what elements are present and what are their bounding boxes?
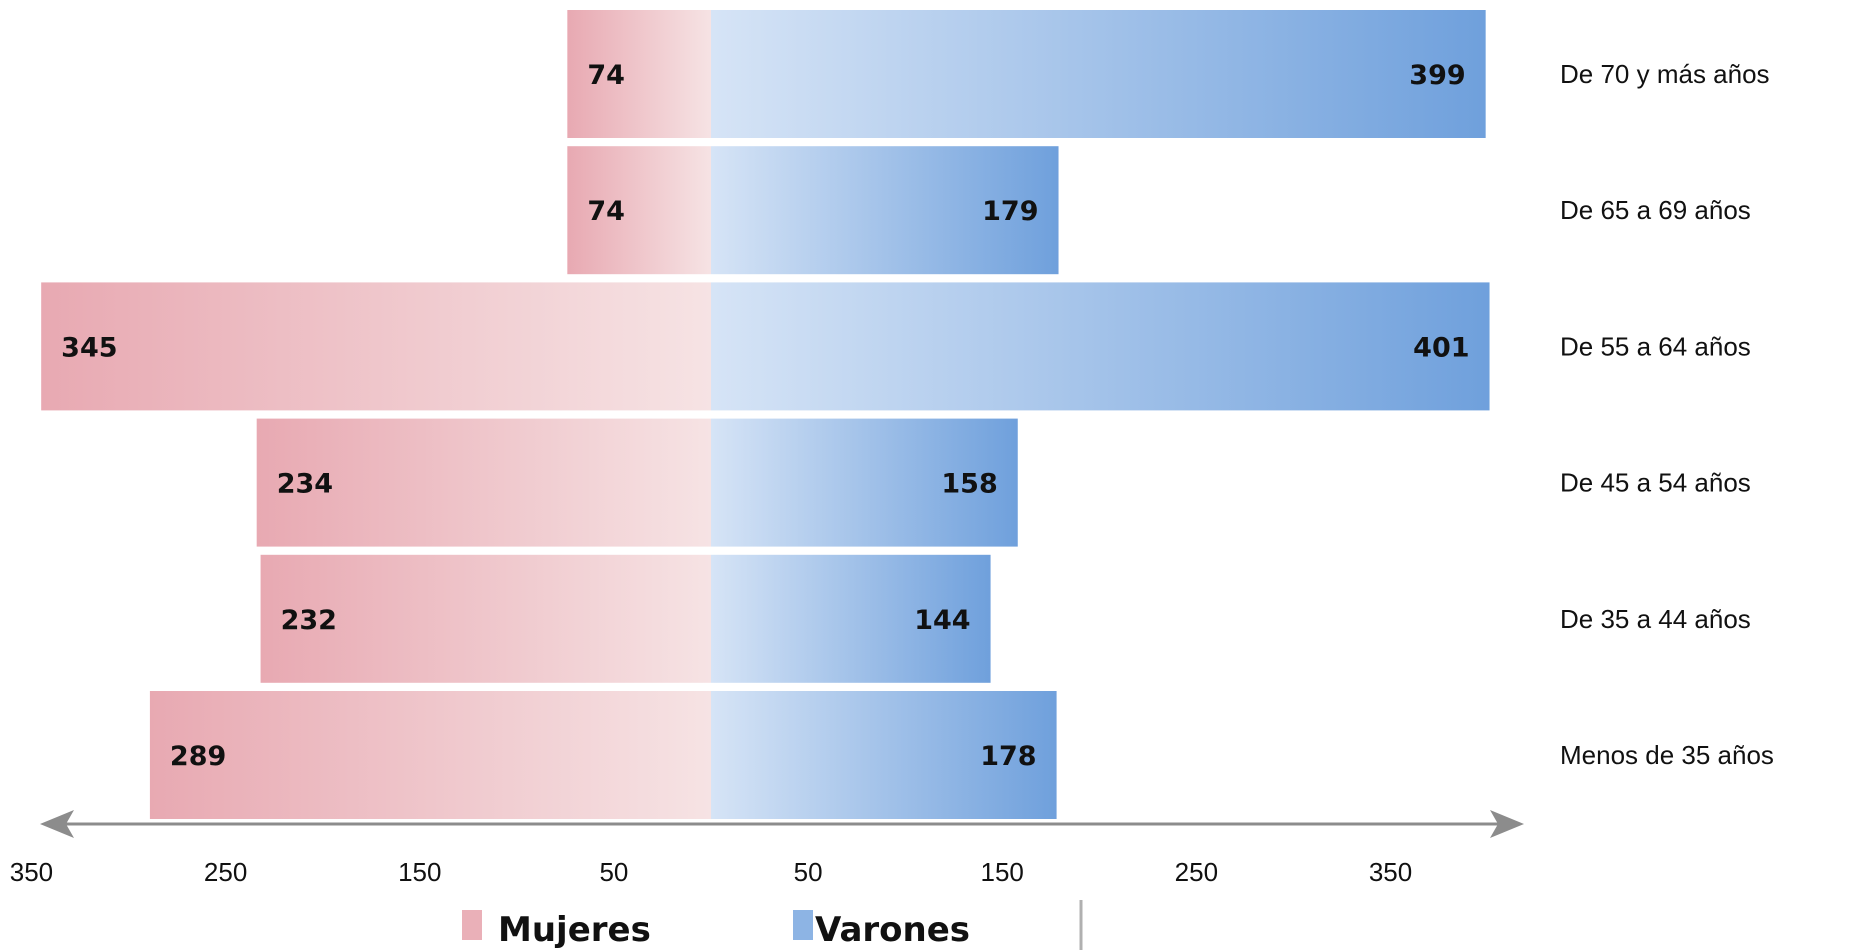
bar-varones-0 xyxy=(711,10,1486,138)
value-label-varones-0: 399 xyxy=(1409,60,1465,91)
axis-arrow-right-icon xyxy=(1490,810,1524,838)
value-label-mujeres-4: 232 xyxy=(281,605,337,636)
x-tick-label-2: 150 xyxy=(398,857,441,887)
value-label-mujeres-2: 345 xyxy=(61,332,117,363)
x-axis-tick-labels: 350 250 150 50 50 150 250 350 xyxy=(10,857,1412,887)
x-tick-label-1: 250 xyxy=(204,857,247,887)
x-axis xyxy=(40,810,1524,838)
bar-varones-2 xyxy=(711,282,1490,411)
bar-value-labels: 74 399 74 179 345 401 234 158 232 144 289 178 xyxy=(61,60,1469,772)
category-labels: De 70 y más años De 65 a 69 años De 55 a 6… xyxy=(1560,59,1774,770)
value-label-varones-3: 158 xyxy=(941,469,997,500)
bar-mujeres-4 xyxy=(260,554,711,683)
value-label-varones-5: 178 xyxy=(980,741,1036,772)
category-label-2: De 55 a 64 años xyxy=(1560,331,1751,361)
legend-swatch-mujeres xyxy=(462,910,482,940)
bars-layer xyxy=(41,10,1490,819)
value-label-mujeres-3: 234 xyxy=(277,469,333,500)
x-tick-label-4: 50 xyxy=(794,857,823,887)
value-label-varones-2: 401 xyxy=(1413,332,1469,363)
legend-swatch-varones xyxy=(793,910,813,940)
value-label-varones-4: 144 xyxy=(914,605,970,636)
value-label-varones-1: 179 xyxy=(982,196,1038,227)
bar-varones-3 xyxy=(711,418,1018,547)
bar-mujeres-2 xyxy=(41,282,712,411)
value-label-mujeres-0: 74 xyxy=(587,60,625,91)
axis-arrow-left-icon xyxy=(40,810,74,838)
bar-varones-4 xyxy=(711,554,991,683)
x-tick-label-6: 250 xyxy=(1175,857,1218,887)
bar-mujeres-3 xyxy=(256,418,711,547)
x-tick-label-7: 350 xyxy=(1369,857,1412,887)
bar-mujeres-0 xyxy=(567,10,711,138)
category-label-0: De 70 y más años xyxy=(1560,59,1770,89)
category-label-5: Menos de 35 años xyxy=(1560,740,1774,770)
bar-varones-5 xyxy=(711,691,1057,819)
bar-varones-1 xyxy=(711,146,1059,275)
legend-label-mujeres: Mujeres xyxy=(498,910,651,950)
x-tick-label-5: 150 xyxy=(981,857,1024,887)
x-tick-label-3: 50 xyxy=(599,857,628,887)
x-tick-label-0: 350 xyxy=(10,857,53,887)
legend: Mujeres Varones xyxy=(462,900,1083,950)
legend-label-varones: Varones xyxy=(815,910,970,950)
category-label-3: De 45 a 54 años xyxy=(1560,468,1751,498)
bar-mujeres-5 xyxy=(149,691,711,819)
bar-mujeres-1 xyxy=(567,146,711,275)
value-label-mujeres-5: 289 xyxy=(170,741,226,772)
category-label-1: De 65 a 69 años xyxy=(1560,195,1751,225)
value-label-mujeres-1: 74 xyxy=(587,196,625,227)
category-label-4: De 35 a 44 años xyxy=(1560,604,1751,634)
